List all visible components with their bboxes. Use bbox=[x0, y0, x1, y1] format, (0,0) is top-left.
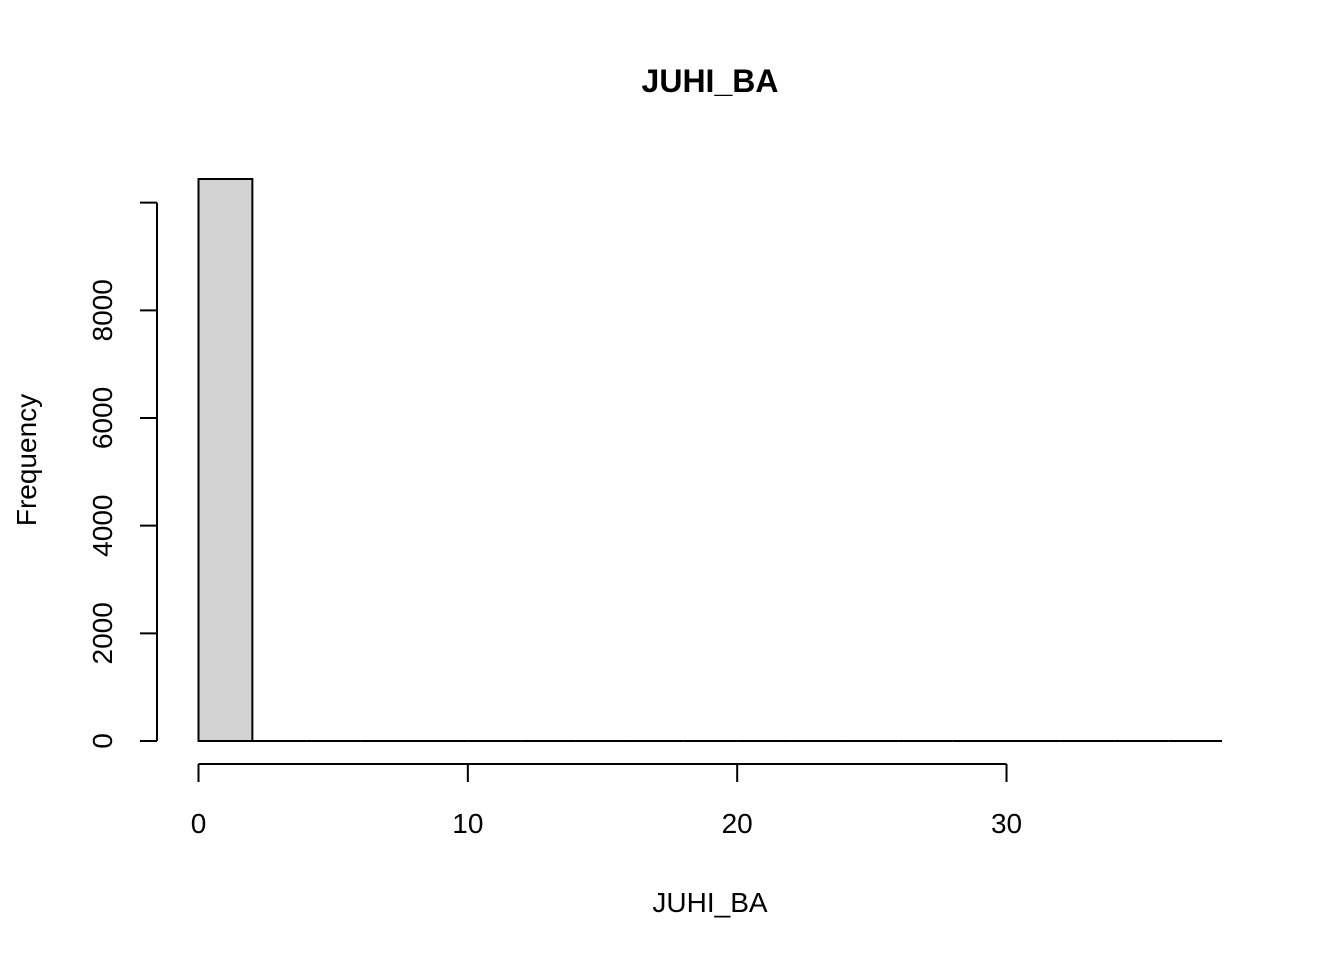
y-tick-label: 0 bbox=[87, 733, 118, 749]
y-tick-label: 8000 bbox=[87, 279, 118, 341]
y-tick-label: 4000 bbox=[87, 495, 118, 557]
x-tick-label: 0 bbox=[191, 808, 207, 839]
x-tick-label: 20 bbox=[722, 808, 753, 839]
y-tick-label: 2000 bbox=[87, 602, 118, 664]
x-axis: 0 10 20 30 bbox=[191, 763, 1022, 839]
y-axis: 0 2000 4000 6000 8000 bbox=[87, 201, 158, 749]
x-tick-label: 30 bbox=[991, 808, 1022, 839]
y-tick-label: 6000 bbox=[87, 387, 118, 449]
chart-title: JUHI_BA bbox=[642, 63, 779, 99]
histogram-bar bbox=[197, 178, 254, 742]
y-axis-label: Frequency bbox=[11, 394, 42, 526]
x-axis-label: JUHI_BA bbox=[652, 887, 767, 918]
x-tick-label: 10 bbox=[452, 808, 483, 839]
bars-group bbox=[197, 178, 1222, 742]
